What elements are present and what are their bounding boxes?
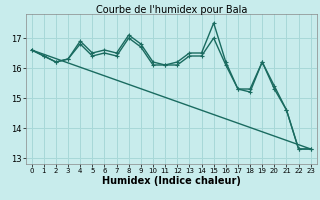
Title: Courbe de l'humidex pour Bala: Courbe de l'humidex pour Bala (95, 5, 247, 15)
X-axis label: Humidex (Indice chaleur): Humidex (Indice chaleur) (102, 176, 241, 186)
